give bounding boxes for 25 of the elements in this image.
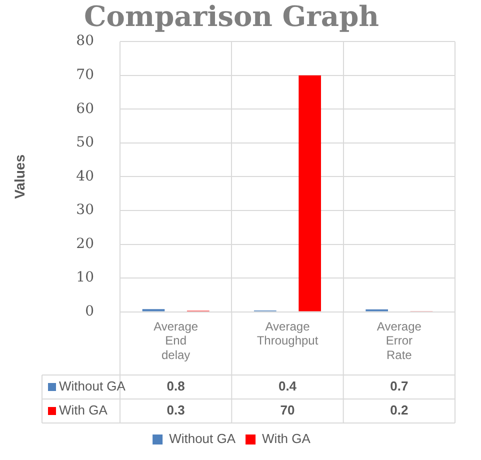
y-tick-label: 80 xyxy=(76,33,94,50)
y-tick-label: 60 xyxy=(76,100,94,117)
y-tick-label: 40 xyxy=(76,168,94,184)
legend-label: With GA xyxy=(262,431,311,446)
bar xyxy=(298,75,321,312)
y-tick-label: 70 xyxy=(76,67,94,84)
y-tick-label: 20 xyxy=(76,236,94,252)
x-tick-label: Average End delay xyxy=(154,319,198,362)
y-tick-label: 50 xyxy=(76,134,94,151)
y-tick-label: 30 xyxy=(76,202,94,218)
legend-label: Without GA xyxy=(59,378,126,394)
data-label: 0.4 xyxy=(278,378,298,394)
data-label: 0.8 xyxy=(166,378,185,394)
data-label: 0.7 xyxy=(390,378,408,394)
data-label: 70 xyxy=(280,402,295,418)
y-tick-label: 10 xyxy=(76,270,94,286)
x-tick-label: Average Throughput xyxy=(256,319,319,348)
text: Without GA xyxy=(169,431,236,446)
x-tick-label: Average Error Rate xyxy=(376,319,422,362)
chart-title: Comparison Graph xyxy=(84,0,379,34)
y-tick-label: 0 xyxy=(85,303,94,320)
text: With GA xyxy=(59,402,108,418)
data-label: 0.3 xyxy=(166,402,185,418)
y-axis-title: Values xyxy=(11,154,28,199)
data-label: 0.2 xyxy=(390,402,408,418)
